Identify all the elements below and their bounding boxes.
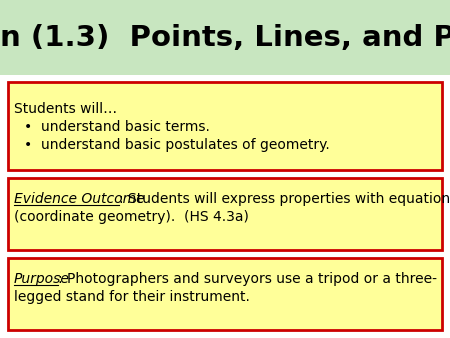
FancyBboxPatch shape <box>0 0 450 75</box>
Text: •  understand basic terms.: • understand basic terms. <box>24 120 210 134</box>
Text: Evidence Outcome: Evidence Outcome <box>14 192 144 206</box>
Text: legged stand for their instrument.: legged stand for their instrument. <box>14 290 250 304</box>
Text: (coordinate geometry).  (HS 4.3a): (coordinate geometry). (HS 4.3a) <box>14 210 249 224</box>
Text: Lesson (1.3)  Points, Lines, and Planes: Lesson (1.3) Points, Lines, and Planes <box>0 24 450 52</box>
FancyBboxPatch shape <box>8 82 442 170</box>
Text: Purpose: Purpose <box>14 272 70 286</box>
Text: •  understand basic postulates of geometry.: • understand basic postulates of geometr… <box>24 138 330 152</box>
Text: : Photographers and surveyors use a tripod or a three-: : Photographers and surveyors use a trip… <box>58 272 437 286</box>
Text: : Students will express properties with equations: : Students will express properties with … <box>119 192 450 206</box>
FancyBboxPatch shape <box>8 178 442 250</box>
Text: Students will…: Students will… <box>14 102 117 116</box>
FancyBboxPatch shape <box>8 258 442 330</box>
